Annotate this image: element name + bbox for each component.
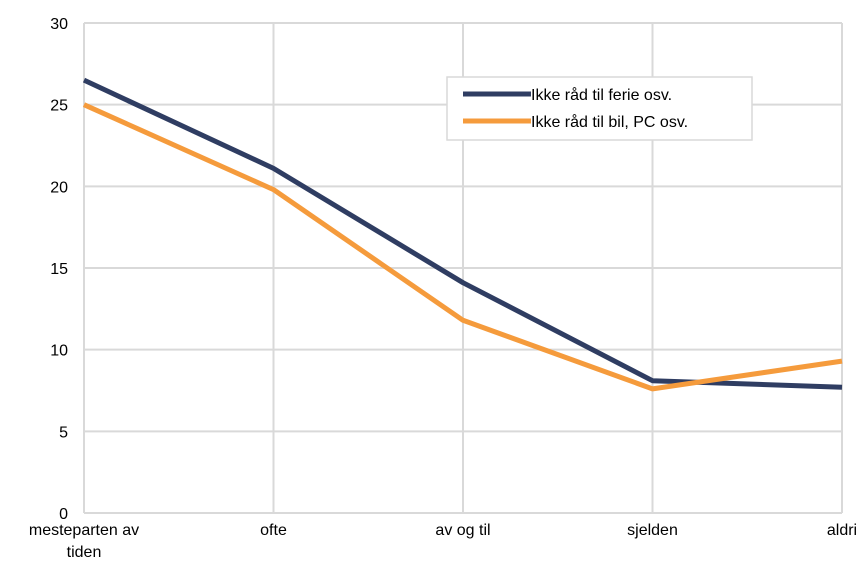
x-tick-label: aldri <box>827 522 857 539</box>
y-tick-label: 0 <box>59 506 68 523</box>
x-tick-label: sjelden <box>627 522 678 539</box>
legend-label: Ikke råd til bil, PC osv. <box>531 113 688 131</box>
y-tick-label: 15 <box>50 261 68 278</box>
series-line <box>82 102 843 392</box>
x-tick-label: av og til <box>435 522 490 539</box>
y-tick-label: 5 <box>59 424 68 441</box>
legend-label: Ikke råd til ferie osv. <box>531 86 672 104</box>
y-tick-label: 25 <box>50 98 68 115</box>
x-tick-label: mesteparten av tiden <box>29 522 139 561</box>
y-tick-label: 10 <box>50 343 68 360</box>
legend-box <box>446 76 753 141</box>
y-tick-label: 30 <box>50 16 68 33</box>
x-tick-label: ofte <box>260 522 287 539</box>
y-tick-label: 20 <box>50 179 68 196</box>
series-line <box>82 77 843 390</box>
